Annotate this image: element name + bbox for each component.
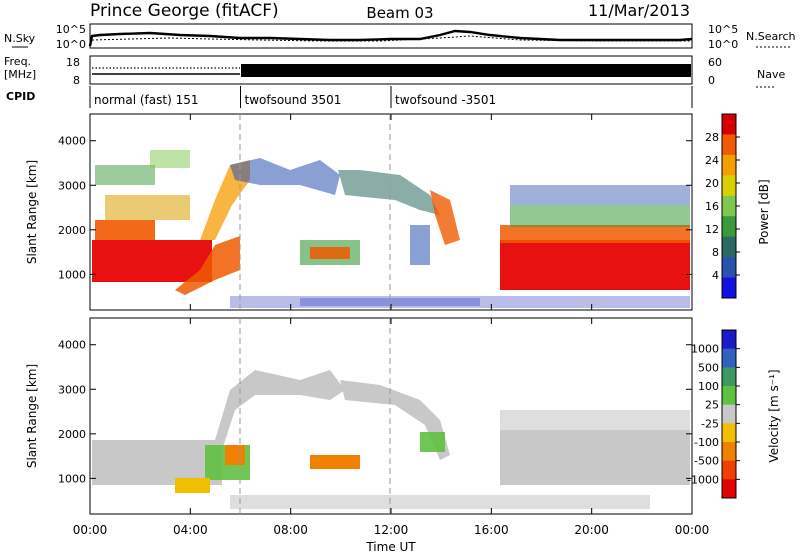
colorbar-swatch [722, 404, 736, 424]
power-scatter-late-band [500, 185, 690, 290]
colorbar-swatch [722, 195, 736, 217]
cpid-segment-label: normal (fast) 151 [94, 93, 198, 107]
colorbar-swatch [722, 386, 736, 406]
cpid-label: CPID [6, 90, 35, 103]
nave-tick-bottom: 0 [708, 74, 715, 87]
nsearch-trace [91, 35, 692, 42]
colorbar-swatch [722, 348, 736, 368]
power-colorbar-label: Power [dB] [757, 179, 771, 244]
power-x-ticks [89, 114, 693, 310]
colorbar-swatch [722, 330, 736, 350]
velocity-ylabel: Slant Range [km] [25, 364, 39, 468]
nsky-trace [88, 29, 693, 47]
x-tick-label: 00:00 [675, 523, 710, 537]
colorbar-tick-label: -500 [694, 455, 719, 468]
nsearch-tick-top: 10^5 [708, 23, 738, 36]
colorbar-tick-label: -100 [694, 436, 719, 449]
power-scatter-low-band [92, 150, 212, 282]
colorbar-swatch [722, 134, 736, 156]
station-title: Prince George (fitACF) [90, 1, 279, 21]
power-panel: Slant Range [km] 1000 2000 3000 4000 [25, 113, 693, 311]
velocity-colorbar: 1000 500 100 25 -25 -100 -500 -1000 [687, 329, 740, 499]
freq-tick-top: 18 [66, 56, 80, 69]
y-tick-label: 4000 [58, 135, 86, 148]
colorbar-swatch [722, 114, 736, 135]
power-colorbar: 28 24 20 16 12 8 4 [705, 113, 740, 299]
velocity-y-ticks: 1000 2000 3000 4000 [58, 339, 692, 485]
colorbar-tick-label: -1000 [687, 473, 719, 486]
freq-label-line1: Freq. [4, 55, 31, 68]
velocity-ground-scatter [92, 370, 690, 509]
power-scatter-midday [300, 225, 430, 265]
time-axis-label: Time UT [365, 540, 416, 554]
colorbar-swatch [722, 479, 736, 499]
colorbar-swatch [722, 154, 736, 176]
date-title: 11/Mar/2013 [588, 1, 690, 20]
colorbar-tick-label: 20 [705, 177, 719, 190]
nave-tick-top: 60 [708, 56, 722, 69]
nave-dense-block [241, 64, 691, 77]
y-tick-label: 2000 [58, 224, 86, 237]
x-tick-label: 08:00 [273, 523, 308, 537]
nsky-label: N.Sky [4, 32, 36, 45]
nsky-tick-bottom: 10^0 [56, 38, 86, 51]
colorbar-swatch [722, 216, 736, 238]
colorbar-frame [721, 329, 737, 499]
colorbar-swatch [722, 236, 736, 258]
colorbar-tick-label: 25 [705, 399, 719, 412]
colorbar-swatch [722, 442, 736, 462]
colorbar-tick-label: 4 [712, 269, 719, 282]
nsearch-label: N.Search [746, 30, 796, 43]
x-tick-label: 12:00 [374, 523, 409, 537]
colorbar-tick-label: 500 [698, 361, 719, 374]
colorbar-swatch [722, 367, 736, 387]
x-tick-label: 04:00 [173, 523, 208, 537]
colorbar-swatch [722, 175, 736, 197]
cpid-segment-label: twofsound -3501 [395, 93, 496, 107]
freq-tick-bottom: 8 [73, 74, 80, 87]
y-tick-label: 4000 [58, 339, 86, 352]
y-tick-label: 1000 [58, 268, 86, 281]
colorbar-swatch [722, 423, 736, 443]
colorbar-swatch [722, 257, 736, 279]
y-tick-label: 1000 [58, 472, 86, 485]
colorbar-tick-label: 16 [705, 200, 719, 213]
y-tick-label: 3000 [58, 179, 86, 192]
colorbar-tick-label: -25 [701, 417, 719, 430]
power-y-ticks: 1000 2000 3000 4000 [58, 135, 692, 281]
x-tick-label: 16:00 [474, 523, 509, 537]
cpid-segment-label: twofsound 3501 [245, 93, 342, 107]
colorbar-swatch [722, 277, 736, 299]
nsky-tick-top: 10^5 [56, 23, 86, 36]
colorbar-tick-label: 24 [705, 154, 719, 167]
y-tick-label: 2000 [58, 428, 86, 441]
colorbar-tick-label: 8 [712, 246, 719, 259]
x-tick-label: 00:00 [73, 523, 108, 537]
colorbar-tick-label: 28 [705, 131, 719, 144]
colorbar-tick-label: 12 [705, 223, 719, 236]
velocity-x-ticks: 00:00 04:00 08:00 12:00 16:00 20:00 00:00 [73, 318, 710, 537]
x-tick-label: 20:00 [574, 523, 609, 537]
velocity-colorbar-label: Velocity [m s⁻¹] [767, 369, 781, 462]
nsearch-tick-bottom: 10^0 [708, 38, 738, 51]
freq-label-line2: [MHz] [4, 68, 36, 81]
nsky-panel [89, 23, 693, 49]
cpid-segments: normal (fast) 151 twofsound 3501 twofsound… [89, 86, 693, 108]
power-ylabel: Slant Range [km] [25, 160, 39, 264]
beam-title: Beam 03 [366, 4, 433, 22]
nave-label: Nave [757, 68, 785, 81]
power-ground-fringe [230, 296, 690, 308]
colorbar-tick-label: 1000 [691, 343, 719, 356]
y-tick-label: 3000 [58, 383, 86, 396]
colorbar-tick-label: 100 [698, 380, 719, 393]
freq-panel [89, 55, 693, 85]
colorbar-swatch [722, 460, 736, 480]
power-scatter-arc [175, 158, 460, 295]
